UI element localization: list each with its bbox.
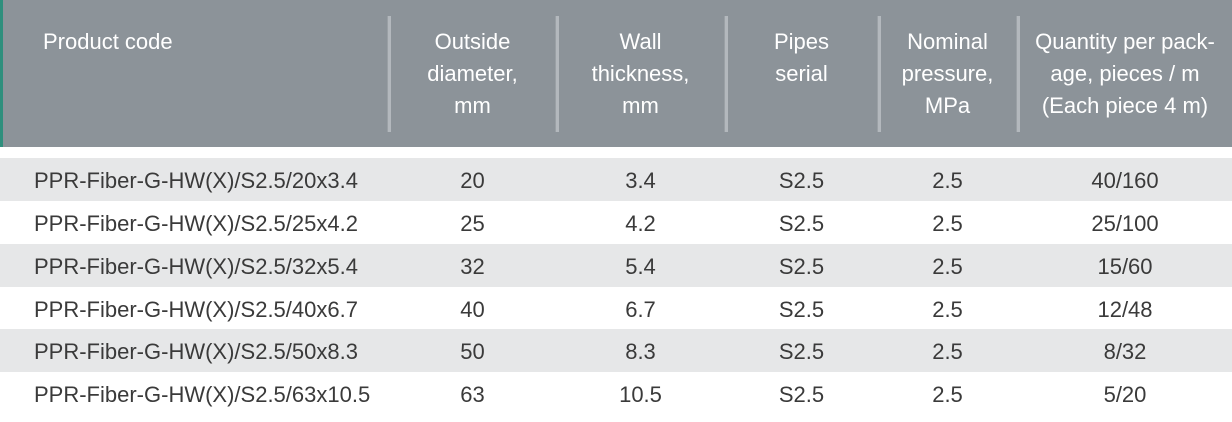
cell-product-code: PPR-Fiber-G-HW(X)/S2.5/50x8.3 xyxy=(34,339,358,364)
header-line: Wall xyxy=(619,29,662,54)
cell-pipes-serial: S2.5 xyxy=(778,168,825,193)
column-divider xyxy=(877,16,881,132)
cell-pipes-serial: S2.5 xyxy=(778,211,825,236)
header-line: thickness, xyxy=(591,61,690,86)
header-quantity-per-package: Quantity per pack- age, pieces / m (Each… xyxy=(1018,0,1232,147)
cell-wall-thickness: 10.5 xyxy=(619,382,662,407)
cell-quantity: 40/160 xyxy=(1091,168,1159,193)
cell-wall-thickness: 4.2 xyxy=(625,211,656,236)
header-line: serial xyxy=(775,61,828,86)
cell-nominal-pressure: 2.5 xyxy=(932,297,963,322)
left-accent-bar xyxy=(0,0,3,147)
table-header: Product code Outside diameter, mm Wall t… xyxy=(3,0,1232,147)
header-line: Nominal xyxy=(907,29,988,54)
header-outside-diameter: Outside diameter, mm xyxy=(390,0,555,147)
column-divider xyxy=(387,16,391,132)
cell-quantity: 25/100 xyxy=(1091,211,1159,236)
header-line: (Each piece 4 m) xyxy=(1041,93,1209,118)
header-line: mm xyxy=(622,93,659,118)
cell-product-code: PPR-Fiber-G-HW(X)/S2.5/20x3.4 xyxy=(34,168,358,193)
table-row: PPR-Fiber-G-HW(X)/S2.5/50x8.3 50 8.3 S2.… xyxy=(0,329,1232,372)
cell-wall-thickness: 6.7 xyxy=(625,297,656,322)
header-line: diameter, xyxy=(427,61,518,86)
header-line: age, pieces / m xyxy=(1050,61,1200,86)
table-row: PPR-Fiber-G-HW(X)/S2.5/40x6.7 40 6.7 S2.… xyxy=(0,287,1232,330)
cell-outside-diameter: 50 xyxy=(460,339,485,364)
cell-product-code: PPR-Fiber-G-HW(X)/S2.5/40x6.7 xyxy=(34,297,358,322)
cell-nominal-pressure: 2.5 xyxy=(932,382,963,407)
header-nominal-pressure: Nominal pressure, MPa xyxy=(879,0,1016,147)
cell-outside-diameter: 25 xyxy=(460,211,485,236)
header-wall-thickness: Wall thickness, mm xyxy=(557,0,724,147)
cell-nominal-pressure: 2.5 xyxy=(932,339,963,364)
cell-outside-diameter: 32 xyxy=(460,254,485,279)
cell-outside-diameter: 20 xyxy=(460,168,485,193)
cell-wall-thickness: 5.4 xyxy=(625,254,656,279)
cell-product-code: PPR-Fiber-G-HW(X)/S2.5/63x10.5 xyxy=(34,382,371,407)
column-divider xyxy=(555,16,559,132)
table-row: PPR-Fiber-G-HW(X)/S2.5/20x3.4 20 3.4 S2.… xyxy=(0,158,1232,201)
header-product-code: Product code xyxy=(3,0,388,147)
cell-pipes-serial: S2.5 xyxy=(778,339,825,364)
column-divider xyxy=(1016,16,1020,132)
cell-quantity: 12/48 xyxy=(1097,297,1153,322)
table-row: PPR-Fiber-G-HW(X)/S2.5/25x4.2 25 4.2 S2.… xyxy=(0,201,1232,244)
cell-quantity: 8/32 xyxy=(1103,339,1147,364)
cell-pipes-serial: S2.5 xyxy=(778,254,825,279)
cell-quantity: 15/60 xyxy=(1097,254,1153,279)
cell-wall-thickness: 8.3 xyxy=(625,339,656,364)
table-row: PPR-Fiber-G-HW(X)/S2.5/32x5.4 32 5.4 S2.… xyxy=(0,244,1232,287)
header-line: Outside xyxy=(434,29,511,54)
header-line: Quantity per pack- xyxy=(1035,29,1215,54)
column-divider xyxy=(724,16,728,132)
cell-nominal-pressure: 2.5 xyxy=(932,168,963,193)
header-line: pressure, xyxy=(901,61,994,86)
cell-nominal-pressure: 2.5 xyxy=(932,254,963,279)
header-line: MPa xyxy=(924,93,971,118)
header-line: Pipes xyxy=(773,29,830,54)
table-row: PPR-Fiber-G-HW(X)/S2.5/63x10.5 63 10.5 S… xyxy=(0,372,1232,415)
cell-nominal-pressure: 2.5 xyxy=(932,211,963,236)
header-line: mm xyxy=(454,93,491,118)
cell-outside-diameter: 40 xyxy=(460,297,485,322)
cell-product-code: PPR-Fiber-G-HW(X)/S2.5/25x4.2 xyxy=(34,211,358,236)
cell-outside-diameter: 63 xyxy=(460,382,485,407)
cell-quantity: 5/20 xyxy=(1103,382,1147,407)
header-pipes-serial: Pipes serial xyxy=(726,0,877,147)
header-line: Product code xyxy=(43,29,173,54)
cell-wall-thickness: 3.4 xyxy=(625,168,656,193)
cell-pipes-serial: S2.5 xyxy=(778,297,825,322)
cell-pipes-serial: S2.5 xyxy=(778,382,825,407)
cell-product-code: PPR-Fiber-G-HW(X)/S2.5/32x5.4 xyxy=(34,254,358,279)
